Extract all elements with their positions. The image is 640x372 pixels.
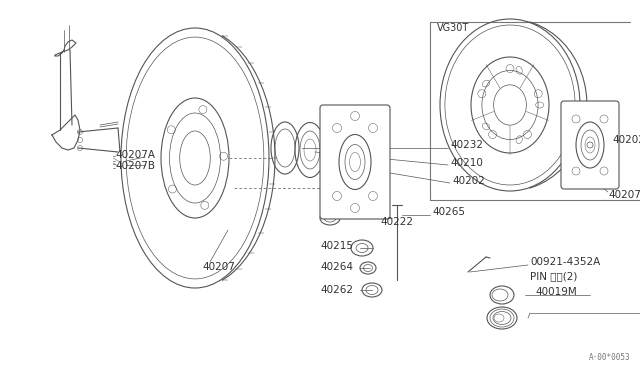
Text: 40202: 40202	[452, 176, 485, 186]
Text: 40202: 40202	[612, 135, 640, 145]
Text: PIN ピン(2): PIN ピン(2)	[530, 271, 577, 281]
Text: 40232: 40232	[450, 140, 483, 150]
Text: 40207A: 40207A	[115, 150, 155, 160]
Text: 40215: 40215	[320, 241, 353, 251]
Text: 40207: 40207	[608, 190, 640, 200]
Text: 00921-4352A: 00921-4352A	[530, 257, 600, 267]
Text: 40222: 40222	[380, 217, 413, 227]
Text: 40207B: 40207B	[115, 161, 155, 171]
Text: 40262: 40262	[320, 285, 353, 295]
Text: 40264: 40264	[320, 262, 353, 272]
FancyBboxPatch shape	[320, 105, 390, 219]
Text: A·00*0053: A·00*0053	[588, 353, 630, 362]
Text: 40019M: 40019M	[535, 287, 577, 297]
FancyBboxPatch shape	[561, 101, 619, 189]
Text: 40207: 40207	[202, 262, 235, 272]
Text: VG30T: VG30T	[437, 23, 469, 33]
Text: 40210: 40210	[450, 158, 483, 168]
Text: 40265: 40265	[432, 207, 465, 217]
